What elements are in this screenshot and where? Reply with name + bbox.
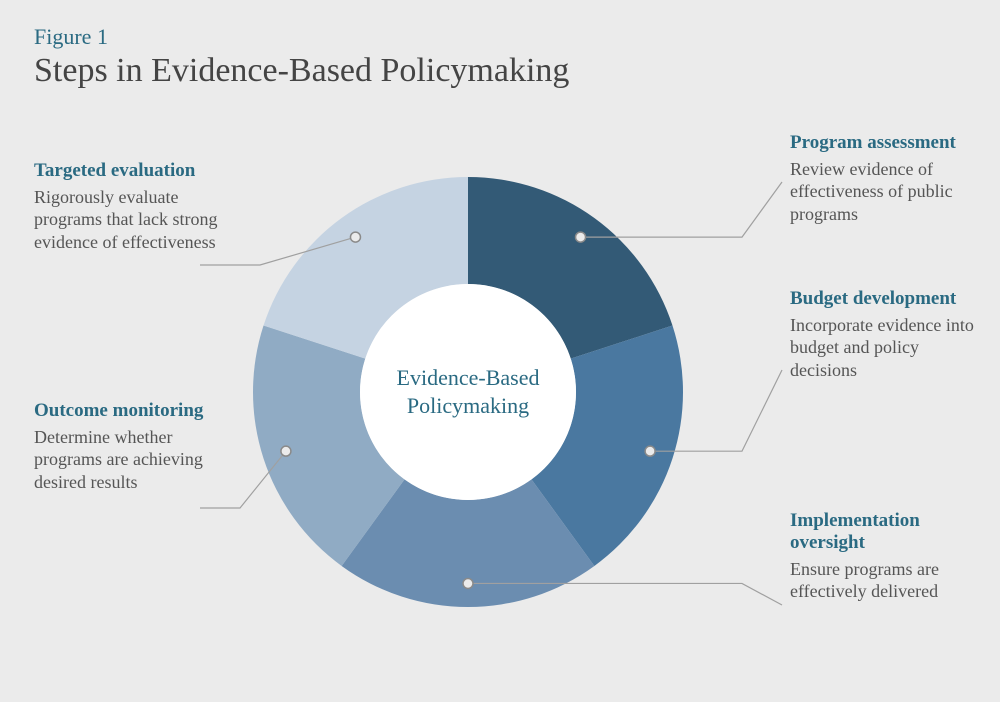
callout-targeted-evaluation: Targeted evaluation Rigorously evaluate p… — [34, 160, 224, 253]
leader-line-program-assessment — [581, 182, 782, 237]
callout-desc: Incorporate evidence into budget and pol… — [790, 314, 980, 382]
leader-marker-outcome-monitoring — [281, 446, 291, 456]
callout-heading: Program assessment — [790, 132, 980, 154]
leader-marker-targeted-evaluation — [350, 232, 360, 242]
donut-segment-implementation-oversight — [342, 479, 595, 607]
center-label-line2: Policymaking — [407, 393, 529, 418]
callout-desc: Determine whether programs are achieving… — [34, 426, 224, 494]
callout-outcome-monitoring: Outcome monitoring Determine whether prog… — [34, 400, 224, 493]
callout-program-assessment: Program assessment Review evidence of eff… — [790, 132, 980, 225]
center-label-line1: Evidence-Based — [397, 365, 540, 390]
callout-heading: Targeted evaluation — [34, 160, 224, 182]
figure-title: Steps in Evidence-Based Policymaking — [34, 52, 569, 90]
donut-segment-outcome-monitoring — [253, 326, 405, 566]
donut-segment-targeted-evaluation — [264, 177, 468, 359]
figure-label: Figure 1 — [34, 24, 108, 50]
callout-desc: Review evidence of effectiveness of publ… — [790, 158, 980, 226]
donut-center-label: Evidence-Based Policymaking — [358, 364, 578, 419]
leader-marker-budget-development — [645, 446, 655, 456]
callout-budget-development: Budget development Incorporate evidence i… — [790, 288, 980, 381]
callout-desc: Ensure programs are effectively delivere… — [790, 558, 980, 603]
callout-heading: Outcome monitoring — [34, 400, 224, 422]
callout-heading: Budget development — [790, 288, 980, 310]
donut-segment-budget-development — [531, 326, 683, 566]
leader-line-implementation-oversight — [468, 583, 782, 605]
callout-implementation-oversight: Implementation oversightEnsure programs … — [790, 510, 980, 603]
leader-line-budget-development — [650, 370, 782, 451]
donut-segment-program-assessment — [468, 177, 672, 359]
callout-desc: Rigorously evaluate programs that lack s… — [34, 186, 224, 254]
leader-marker-program-assessment — [576, 232, 586, 242]
callout-heading: Implementation oversight — [790, 510, 980, 554]
leader-marker-implementation-oversight — [463, 578, 473, 588]
